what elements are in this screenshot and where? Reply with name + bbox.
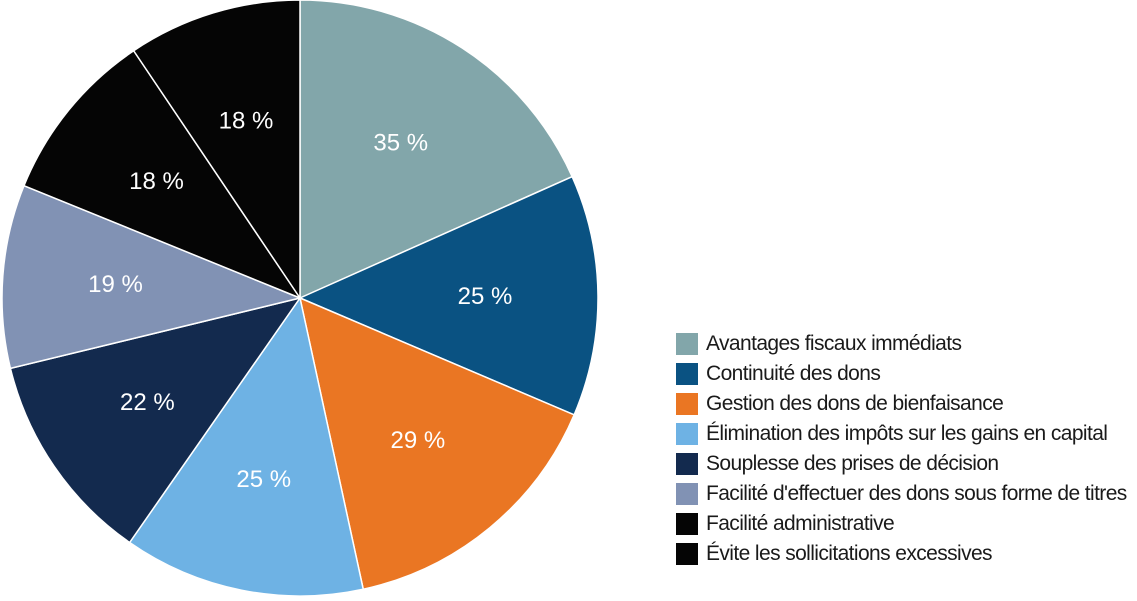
legend-swatch <box>676 483 698 505</box>
slice-value-label-2: 25 % <box>458 283 513 310</box>
slice-value-label-5: 22 % <box>120 389 175 416</box>
pie-chart: 35 % 25 % 29 % 25 % 22 % 19 % 18 % 18 % <box>1 0 599 597</box>
slice-value-label-1: 35 % <box>373 129 428 156</box>
legend-swatch <box>676 393 698 415</box>
pie-slice-1 <box>299 0 574 300</box>
slice-value-label-8: 18 % <box>219 108 274 135</box>
pie-slice-2 <box>298 175 599 416</box>
legend-swatch <box>676 333 698 355</box>
legend-swatch <box>676 363 698 385</box>
pie-slice-5 <box>9 296 302 544</box>
legend-item-5: Souplesse des prises de décision <box>676 449 1127 479</box>
pie-slice-4 <box>128 296 365 597</box>
legend-label: Facilité administrative <box>706 512 895 535</box>
pie-slice-7 <box>23 49 302 300</box>
legend-swatch <box>676 423 698 445</box>
legend-item-8: Évite les sollicitations excessives <box>676 539 1127 569</box>
legend-item-3: Gestion des dons de bienfaisance <box>676 389 1127 419</box>
slice-value-label-6: 19 % <box>88 271 143 298</box>
legend-label: Avantages fiscaux immédiats <box>706 332 962 355</box>
legend-label: Souplesse des prises de décision <box>706 452 999 475</box>
slice-value-label-7: 18 % <box>129 168 184 195</box>
legend-label: Évite les sollicitations excessives <box>706 542 993 565</box>
legend-item-6: Facilité d'effectuer des dons sous forme… <box>676 479 1127 509</box>
legend-label: Gestion des dons de bienfaisance <box>706 392 1004 415</box>
legend-item-7: Facilité administrative <box>676 509 1127 539</box>
slice-value-label-4: 25 % <box>236 466 291 493</box>
legend-item-1: Avantages fiscaux immédiats <box>676 329 1127 359</box>
legend-label: Continuité des dons <box>706 362 881 385</box>
pie-slice-6 <box>1 184 303 370</box>
legend-label: Facilité d'effectuer des dons sous forme… <box>706 482 1127 505</box>
pie-slice-3 <box>298 296 576 591</box>
pie-slice-labels: 35 % 25 % 29 % 25 % 22 % 19 % 18 % 18 % <box>88 108 512 493</box>
slice-value-label-3: 29 % <box>391 427 446 454</box>
legend-item-2: Continuité des dons <box>676 359 1127 389</box>
legend-swatch <box>676 543 698 565</box>
legend-label: Élimination des impôts sur les gains en … <box>706 422 1108 445</box>
legend-swatch <box>676 513 698 535</box>
legend-item-4: Élimination des impôts sur les gains en … <box>676 419 1127 449</box>
chart-legend: Avantages fiscaux immédiats Continuité de… <box>676 329 1127 569</box>
pie-slices <box>1 0 599 597</box>
legend-swatch <box>676 453 698 475</box>
pie-slice-8 <box>132 0 301 301</box>
